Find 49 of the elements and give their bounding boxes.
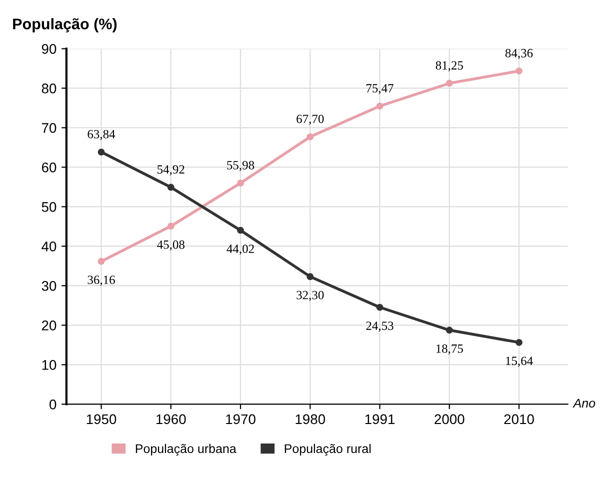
point: [98, 148, 105, 156]
x-axis-title: Ano: [572, 398, 596, 408]
point: [306, 133, 314, 140]
point: [446, 80, 453, 87]
y-tick-label: 70: [42, 123, 56, 133]
point: [516, 338, 522, 346]
point: [167, 184, 174, 191]
data-label: 44,02: [226, 244, 254, 255]
data-label: 75,47: [366, 84, 394, 94]
point: [98, 258, 105, 265]
data-label: 67,70: [296, 114, 324, 125]
data-label: 84,36: [505, 48, 533, 60]
x-tick-label: 1950: [86, 414, 116, 424]
data-label: 55,98: [227, 160, 254, 172]
data-label: 45,08: [157, 240, 184, 251]
y-tick-label: 80: [42, 84, 56, 94]
data-label: 15,64: [506, 356, 533, 367]
y-tick-label: 30: [42, 281, 56, 291]
point: [167, 222, 174, 230]
point: [237, 180, 244, 187]
x-tick-label: 1960: [156, 414, 186, 424]
legend-label: População rural: [284, 444, 371, 456]
point: [376, 304, 384, 311]
point: [446, 326, 453, 334]
data-label: 32,30: [296, 290, 324, 302]
data-label: 24,53: [366, 322, 394, 332]
legend-label: População urbana: [136, 444, 236, 456]
data-label: 54,92: [158, 165, 184, 176]
y-tick-label: 50: [42, 202, 56, 212]
data-label: 18,75: [436, 344, 463, 355]
point: [237, 226, 244, 234]
data-label: 36,16: [88, 276, 115, 286]
x-tick-label: 1970: [226, 414, 256, 424]
x-tick-label: 2000: [434, 414, 464, 424]
y-tick-label: 0: [50, 400, 56, 410]
data-label: 63,84: [88, 130, 116, 140]
point: [306, 273, 314, 280]
x-tick-label: 1980: [296, 414, 326, 424]
y-tick-label: 40: [42, 242, 56, 252]
y-tick-label: 10: [42, 360, 56, 370]
x-tick-label: 2010: [504, 414, 534, 424]
y-tick-label: 60: [42, 162, 56, 172]
x-tick-label: 1991: [365, 414, 395, 424]
y-tick-label: 90: [42, 44, 56, 54]
y-tick-label: 20: [42, 320, 56, 330]
data-label: 81,25: [436, 61, 463, 72]
point: [376, 102, 384, 110]
point: [516, 68, 522, 74]
y-axis-title: População (%): [13, 18, 117, 32]
